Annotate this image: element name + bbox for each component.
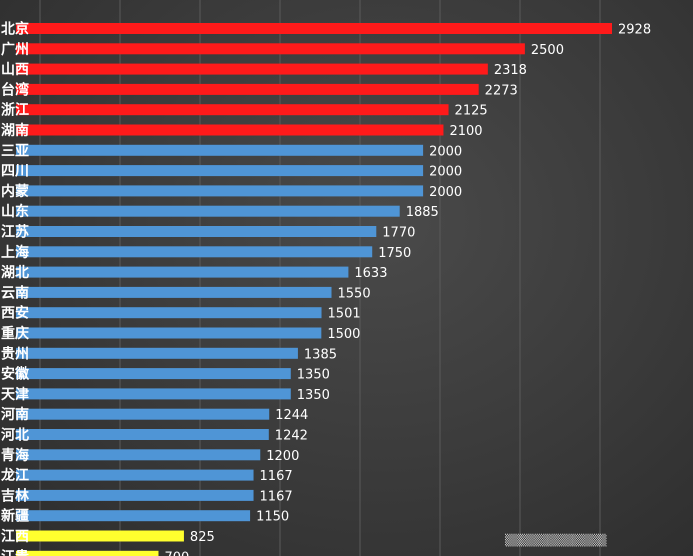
value-label: 1167: [260, 489, 293, 504]
bar-23: [16, 489, 254, 501]
bar-17: [16, 368, 291, 380]
category-label: 重庆: [1, 325, 29, 342]
value-label: 2125: [455, 104, 488, 119]
bar-12: [16, 266, 349, 278]
bar-22: [16, 469, 254, 481]
category-label: 湖北: [1, 265, 29, 281]
category-label: 安徽: [1, 366, 30, 383]
category-label: 上海: [1, 244, 29, 261]
value-label: 2000: [429, 165, 462, 180]
value-label: 2100: [449, 124, 482, 139]
bar-20: [16, 429, 269, 440]
value-label: 1550: [338, 286, 371, 301]
value-label: 2000: [429, 185, 462, 200]
value-label: 1500: [327, 327, 360, 342]
bar-13: [16, 286, 332, 298]
category-label: 山西: [1, 62, 29, 78]
value-label: 2500: [531, 43, 564, 58]
category-label: 江西: [1, 528, 29, 545]
category-label: 江苏: [1, 224, 29, 241]
category-label: 内蒙: [1, 183, 29, 200]
bar-3: [16, 83, 479, 95]
value-label: 2000: [429, 144, 462, 159]
category-label: 河北: [1, 427, 29, 444]
value-label: 1167: [260, 469, 293, 484]
bar-6: [16, 144, 424, 156]
bar-19: [16, 408, 270, 420]
category-label: 新疆: [1, 508, 29, 525]
bars: [16, 23, 612, 556]
value-label: 1633: [354, 266, 387, 281]
category-label: 天津: [1, 386, 29, 403]
category-label: 浙江: [1, 102, 29, 119]
value-label: 2928: [618, 23, 651, 38]
bar-5: [16, 124, 444, 136]
category-label: 龙江: [0, 467, 29, 484]
bar-25: [16, 530, 184, 542]
value-label: 1770: [382, 226, 415, 241]
value-label: 2273: [485, 83, 518, 98]
value-label: 1750: [378, 246, 411, 261]
value-label: 1385: [304, 347, 337, 362]
bar-21: [16, 449, 261, 461]
bar-9: [16, 205, 400, 217]
category-label: 四川: [1, 164, 29, 180]
category-label: 西安: [1, 305, 29, 322]
watermark: ▒▒▒▒▒▒▒▒▒▒▒▒: [505, 533, 607, 547]
value-label: 700: [164, 550, 189, 556]
value-label: 1350: [297, 368, 330, 383]
category-label: 三亚: [1, 143, 29, 159]
category-label: 湖南: [1, 122, 29, 139]
value-label: 1885: [406, 205, 439, 220]
value-label: 1200: [266, 449, 299, 464]
bar-8: [16, 185, 424, 197]
category-label: 江贵: [1, 548, 29, 556]
bar-18: [16, 388, 291, 400]
bar-15: [16, 327, 322, 339]
category-label: 吉林: [1, 487, 29, 504]
bar-10: [16, 226, 377, 237]
category-label: 河南: [1, 406, 29, 423]
bar-14: [16, 307, 322, 319]
bar-26: [16, 550, 159, 556]
bar-16: [16, 347, 298, 359]
bar-4: [16, 104, 449, 116]
labels: 北京 2928 广州 2500 山西 2318 台湾 2273 浙江 2125 湖南 2100 三亚 20…: [0, 21, 651, 556]
value-label: 2318: [494, 63, 527, 78]
category-label: 云南: [1, 284, 29, 301]
value-label: 825: [190, 530, 215, 545]
bar-24: [16, 510, 251, 522]
category-label: 北京: [1, 21, 29, 38]
bar-1: [16, 43, 525, 55]
bar-7: [16, 165, 424, 177]
category-label: 青海: [1, 447, 29, 464]
bar-0: [16, 23, 612, 34]
value-label: 1350: [297, 388, 330, 403]
category-label: 山东: [1, 203, 29, 220]
bar-2: [16, 63, 488, 75]
svg-text:▒▒▒▒▒▒▒▒▒▒▒▒: ▒▒▒▒▒▒▒▒▒▒▒▒: [505, 533, 607, 547]
category-label: 广州: [1, 41, 29, 58]
value-label: 1244: [275, 408, 308, 423]
value-label: 1242: [275, 429, 308, 444]
category-label: 贵州: [1, 345, 29, 362]
bar-11: [16, 246, 373, 258]
value-label: 1150: [256, 510, 289, 525]
category-label: 台湾: [1, 81, 29, 98]
value-label: 1501: [328, 307, 361, 322]
